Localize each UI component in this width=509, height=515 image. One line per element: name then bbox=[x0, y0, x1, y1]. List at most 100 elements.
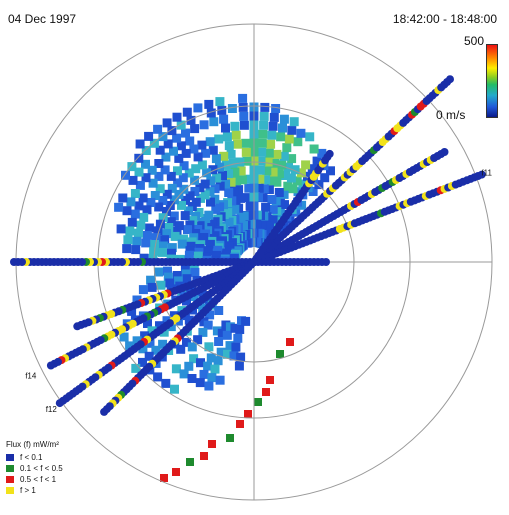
velocity-cell bbox=[200, 452, 208, 460]
velocity-cell bbox=[161, 152, 171, 162]
velocity-cell bbox=[190, 187, 200, 196]
velocity-cell bbox=[235, 325, 245, 334]
velocity-cell bbox=[202, 168, 212, 178]
velocity-cell bbox=[186, 115, 196, 125]
velocity-cell bbox=[176, 120, 186, 130]
velocity-cell bbox=[208, 165, 218, 175]
velocity-cell bbox=[266, 376, 274, 384]
velocity-cell bbox=[268, 167, 278, 177]
velocity-cell bbox=[189, 354, 199, 364]
velocity-cell bbox=[259, 120, 269, 130]
velocity-cell bbox=[182, 296, 191, 306]
velocity-cell bbox=[257, 220, 267, 230]
velocity-cell bbox=[211, 154, 221, 164]
velocity-cell bbox=[236, 420, 244, 428]
velocity-cell bbox=[236, 166, 246, 176]
beam-sample bbox=[322, 258, 330, 266]
velocity-cell bbox=[121, 170, 130, 180]
velocity-cell bbox=[141, 238, 151, 248]
legend-item: f > 1 bbox=[6, 485, 63, 496]
velocity-cell bbox=[189, 144, 199, 154]
velocity-cell bbox=[134, 167, 144, 177]
velocity-cell bbox=[292, 176, 302, 186]
colorbar-min-label: 0 m/s bbox=[436, 108, 466, 122]
velocity-cell bbox=[221, 123, 230, 133]
velocity-cell bbox=[178, 173, 188, 183]
velocity-cell bbox=[317, 148, 327, 158]
velocity-cell bbox=[150, 191, 160, 200]
velocity-cell bbox=[187, 342, 197, 352]
velocity-cell bbox=[138, 285, 148, 295]
velocity-cell bbox=[224, 243, 234, 252]
velocity-cell bbox=[125, 226, 135, 236]
velocity-colorbar bbox=[486, 44, 498, 118]
velocity-cell bbox=[126, 197, 136, 207]
velocity-cell bbox=[185, 136, 195, 146]
beam-label: f12 bbox=[46, 405, 58, 414]
velocity-cell bbox=[162, 229, 171, 239]
velocity-cell bbox=[193, 335, 203, 345]
legend-item: 0.1 < f < 0.5 bbox=[6, 463, 63, 474]
velocity-cell bbox=[254, 398, 262, 406]
velocity-cell bbox=[266, 176, 276, 186]
velocity-cell bbox=[289, 117, 299, 127]
velocity-cell bbox=[262, 166, 272, 176]
velocity-cell bbox=[138, 344, 148, 354]
velocity-cell bbox=[270, 158, 280, 168]
velocity-cell bbox=[276, 350, 284, 358]
velocity-cell bbox=[131, 363, 141, 373]
velocity-cell bbox=[204, 99, 214, 109]
velocity-cell bbox=[309, 144, 319, 154]
velocity-cell bbox=[287, 154, 297, 164]
velocity-cell bbox=[174, 189, 184, 199]
velocity-cell bbox=[283, 181, 293, 191]
velocity-cell bbox=[254, 183, 264, 193]
velocity-cell bbox=[274, 169, 284, 179]
velocity-cell bbox=[255, 165, 265, 175]
velocity-cell bbox=[245, 201, 255, 211]
velocity-cell bbox=[206, 197, 215, 207]
velocity-cell bbox=[206, 353, 216, 363]
velocity-cell bbox=[166, 171, 176, 181]
velocity-cell bbox=[181, 128, 190, 138]
velocity-cell bbox=[162, 118, 172, 128]
velocity-cell bbox=[206, 108, 216, 118]
velocity-cell bbox=[229, 186, 239, 196]
velocity-cell bbox=[130, 189, 140, 198]
velocity-cell bbox=[236, 212, 246, 222]
velocity-cell bbox=[284, 134, 294, 144]
velocity-cell bbox=[264, 185, 274, 195]
velocity-cell bbox=[226, 434, 234, 442]
velocity-cell bbox=[208, 145, 218, 155]
velocity-cell bbox=[229, 351, 239, 361]
velocity-cell bbox=[170, 231, 180, 241]
velocity-cell bbox=[193, 152, 203, 162]
beam-sample bbox=[46, 361, 55, 370]
velocity-cell bbox=[237, 175, 247, 185]
velocity-cell bbox=[219, 114, 229, 124]
velocity-cell bbox=[164, 223, 174, 232]
velocity-cell bbox=[224, 188, 234, 197]
velocity-cell bbox=[134, 153, 144, 163]
velocity-cell bbox=[154, 202, 164, 212]
velocity-cell bbox=[204, 342, 214, 352]
date-label: 04 Dec 1997 bbox=[8, 12, 77, 26]
velocity-cell bbox=[181, 195, 191, 205]
velocity-cell bbox=[207, 373, 217, 383]
velocity-cell bbox=[238, 93, 248, 103]
velocity-cell bbox=[314, 180, 324, 190]
velocity-cell bbox=[144, 351, 154, 361]
velocity-cell bbox=[165, 201, 175, 210]
velocity-cell bbox=[211, 204, 221, 214]
velocity-cell bbox=[158, 339, 168, 349]
velocity-cell bbox=[143, 319, 152, 328]
velocity-cell bbox=[160, 474, 168, 482]
velocity-cell bbox=[293, 187, 303, 197]
velocity-cell bbox=[239, 120, 249, 130]
velocity-cell bbox=[193, 251, 203, 261]
velocity-cell bbox=[139, 212, 149, 222]
velocity-cell bbox=[179, 234, 189, 244]
velocity-cell bbox=[233, 333, 243, 343]
velocity-cell bbox=[134, 201, 144, 211]
velocity-cell bbox=[180, 264, 190, 274]
